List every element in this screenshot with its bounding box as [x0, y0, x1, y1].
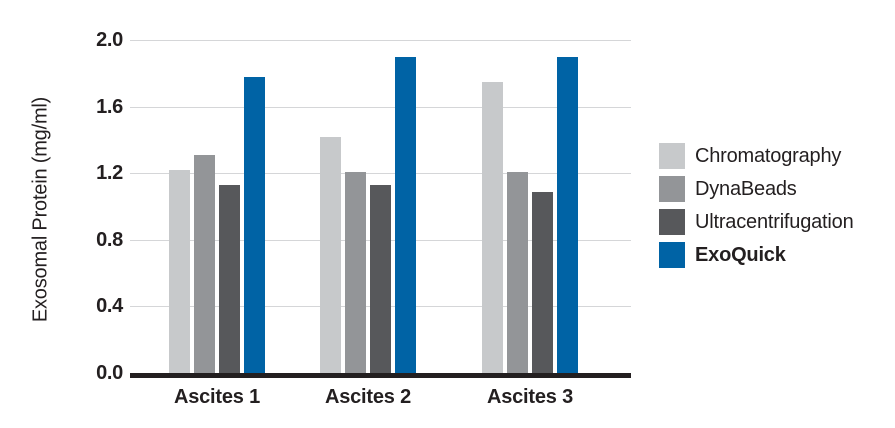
category-label-ascites-2: Ascites 2 [324, 386, 412, 408]
bar-exoquick-ascites-3 [557, 56, 578, 373]
legend-label-dynabeads: DynaBeads [695, 178, 797, 200]
y-axis-title: Exosomal Protein (mg/ml) [29, 96, 52, 323]
bar-ultracentrifugation-ascites-1 [219, 184, 240, 373]
y-tick-label-1.2: 1.2 [96, 162, 123, 185]
legend-swatch-ultracentrifugation [659, 209, 685, 235]
legend-swatch-exoquick [659, 242, 685, 268]
legend-item-exoquick: ExoQuick [659, 242, 854, 268]
category-label-ascites-3: Ascites 3 [486, 386, 574, 408]
bar-ultracentrifugation-ascites-3 [532, 191, 553, 373]
gridline-1.6 [130, 106, 631, 108]
bar-chromatography-ascites-1 [169, 169, 190, 373]
bar-dynabeads-ascites-1 [194, 154, 215, 373]
bar-chromatography-ascites-3 [482, 81, 503, 373]
category-label-ascites-1: Ascites 1 [173, 386, 261, 408]
gridline-2.0 [130, 40, 631, 41]
legend-label-exoquick: ExoQuick [695, 244, 786, 266]
legend-item-chromatography: Chromatography [659, 143, 854, 169]
chart-plot-area: Ascites 1 Ascites 2 Ascites 3 [130, 40, 631, 408]
legend-label-ultracentrifugation: Ultracentrifugation [695, 211, 854, 233]
legend-label-chromatography: Chromatography [695, 145, 842, 167]
legend: Chromatography DynaBeads Ultracentrifugati… [659, 143, 854, 275]
bar-chromatography-ascites-2 [320, 136, 341, 373]
y-tick-label-0.0: 0.0 [96, 362, 123, 384]
y-tick-label-0.4: 0.4 [96, 295, 123, 318]
bar-dynabeads-ascites-2 [345, 171, 366, 373]
bar-exoquick-ascites-1 [244, 76, 265, 373]
gridline-1.2 [130, 173, 631, 175]
bar-dynabeads-ascites-3 [507, 171, 528, 373]
legend-item-ultracentrifugation: Ultracentrifugation [659, 209, 854, 235]
y-tick-label-0.8: 0.8 [96, 228, 123, 251]
bar-exoquick-ascites-2 [395, 56, 416, 373]
bar-ultracentrifugation-ascites-2 [370, 184, 391, 373]
x-axis-line [130, 373, 631, 378]
legend-swatch-dynabeads [659, 176, 685, 202]
legend-item-dynabeads: DynaBeads [659, 176, 854, 202]
legend-swatch-chromatography [659, 143, 685, 169]
y-tick-label-2.0: 2.0 [96, 29, 123, 51]
y-tick-label-1.6: 1.6 [96, 95, 123, 118]
